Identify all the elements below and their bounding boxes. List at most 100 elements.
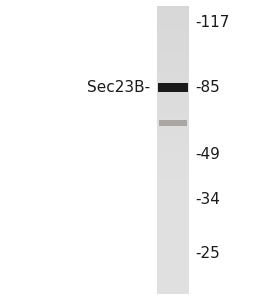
Bar	[157, 77, 189, 78]
Bar	[157, 46, 189, 47]
Bar	[157, 253, 189, 254]
Bar	[157, 285, 189, 286]
Bar	[157, 129, 189, 130]
Bar	[157, 158, 189, 159]
Bar	[157, 220, 189, 221]
Bar	[157, 35, 189, 36]
Bar	[157, 201, 189, 202]
Bar	[157, 177, 189, 178]
Bar	[157, 32, 189, 33]
Bar	[157, 245, 189, 246]
Bar	[157, 125, 189, 126]
Bar	[157, 198, 189, 199]
Bar	[157, 8, 189, 9]
Bar	[157, 160, 189, 161]
Bar	[157, 181, 189, 182]
Bar	[157, 47, 189, 48]
Bar	[157, 48, 189, 49]
Bar	[157, 185, 189, 187]
Bar	[157, 44, 189, 45]
Bar	[157, 6, 189, 7]
Bar	[157, 133, 189, 134]
Bar	[157, 229, 189, 230]
Bar	[157, 63, 189, 64]
Bar	[157, 123, 189, 124]
Bar	[157, 159, 189, 160]
Bar	[157, 71, 189, 72]
Bar	[157, 174, 189, 175]
Bar	[157, 274, 189, 275]
Bar	[157, 195, 189, 196]
Bar	[157, 151, 189, 152]
Bar	[157, 197, 189, 198]
Bar	[157, 41, 189, 43]
Bar	[157, 267, 189, 268]
Bar	[157, 72, 189, 73]
Bar	[157, 50, 189, 51]
Bar	[157, 136, 189, 137]
Bar	[157, 45, 189, 46]
Bar	[157, 78, 189, 79]
Bar	[157, 85, 189, 86]
Bar	[157, 19, 189, 20]
Bar	[157, 145, 189, 146]
Bar	[157, 196, 189, 197]
Bar	[157, 264, 189, 265]
Bar	[157, 271, 189, 272]
Bar	[157, 216, 189, 217]
Bar	[157, 240, 189, 241]
Bar	[157, 171, 189, 172]
Bar	[157, 134, 189, 135]
Bar	[157, 192, 189, 193]
Bar	[157, 219, 189, 220]
Bar	[157, 236, 189, 237]
Bar	[157, 74, 189, 75]
Bar	[157, 252, 189, 253]
Bar	[157, 188, 189, 189]
Bar	[157, 7, 189, 8]
Bar	[157, 104, 189, 105]
Bar	[157, 239, 189, 240]
Bar	[157, 20, 189, 21]
Bar	[157, 209, 189, 211]
Bar	[157, 84, 189, 85]
Bar	[157, 69, 189, 70]
Bar	[157, 54, 189, 55]
Bar	[157, 68, 189, 69]
Bar	[157, 34, 189, 35]
Bar	[157, 168, 189, 169]
Bar	[157, 191, 189, 192]
Bar	[157, 75, 189, 76]
Bar	[157, 115, 189, 116]
Bar	[157, 175, 189, 176]
Bar	[157, 284, 189, 285]
Bar	[157, 222, 189, 223]
Bar	[157, 165, 189, 166]
Bar	[157, 9, 189, 10]
Bar	[157, 91, 189, 92]
Bar	[157, 65, 189, 67]
Bar	[157, 59, 189, 60]
Bar	[157, 108, 189, 109]
Bar	[157, 29, 189, 30]
Bar	[157, 226, 189, 227]
Bar	[157, 278, 189, 279]
Bar	[157, 60, 189, 61]
Bar	[157, 149, 189, 150]
Text: -25: -25	[196, 246, 221, 261]
Bar	[157, 190, 189, 191]
Bar	[157, 143, 189, 144]
Bar	[157, 228, 189, 229]
Bar	[157, 132, 189, 133]
Bar	[157, 259, 189, 260]
Bar	[157, 39, 189, 40]
Bar	[157, 110, 189, 111]
Bar	[157, 31, 189, 32]
Bar	[157, 263, 189, 264]
Bar	[157, 24, 189, 25]
Bar	[157, 76, 189, 77]
Bar	[157, 137, 189, 139]
Bar	[157, 126, 189, 127]
Bar	[157, 257, 189, 259]
Bar	[157, 249, 189, 250]
